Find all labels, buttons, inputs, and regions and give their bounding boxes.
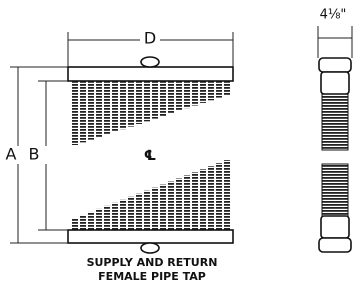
- finned-tube: [72, 81, 78, 145]
- top-header: [68, 67, 233, 81]
- finned-tube: [152, 81, 158, 119]
- finned-tube: [88, 81, 94, 140]
- finned-tube: [208, 81, 214, 100]
- side-header: [321, 216, 349, 238]
- finned-tube: [224, 81, 230, 95]
- finned-tube: [192, 172, 198, 230]
- side-fins: [322, 94, 348, 150]
- finned-tube: [80, 81, 86, 142]
- finned-tube: [200, 169, 206, 230]
- finned-tube: [144, 191, 150, 230]
- finned-tube: [112, 203, 118, 230]
- finned-tube: [168, 181, 174, 230]
- finned-tube: [120, 81, 126, 129]
- finned-tube: [200, 81, 206, 103]
- finned-tube: [184, 175, 190, 230]
- finned-tube: [128, 197, 134, 230]
- finned-tube: [72, 218, 78, 230]
- finned-tube: [88, 212, 94, 230]
- finned-tube: [104, 206, 110, 230]
- finned-tube: [152, 187, 158, 230]
- finned-tube: [192, 81, 198, 106]
- finned-tube: [96, 81, 102, 137]
- finned-tube: [136, 81, 142, 124]
- finned-tube: [80, 215, 86, 230]
- bottom-header: [68, 230, 233, 243]
- page: D A B ℄ 4⅛" SUPPLY AND RETURN FEMALE PIP…: [0, 0, 364, 289]
- finned-tube: [160, 184, 166, 230]
- bottom-tap: [141, 243, 159, 253]
- finned-tube: [216, 81, 222, 98]
- finned-tube: [120, 200, 126, 230]
- side-header: [321, 72, 349, 94]
- finned-tube: [168, 81, 174, 113]
- side-fins: [322, 164, 348, 216]
- top-tap: [141, 57, 159, 67]
- finned-tube: [224, 160, 230, 230]
- caption: FEMALE PIPE TAP: [98, 270, 206, 283]
- dimension-label: D: [144, 29, 156, 48]
- finned-tube: [96, 209, 102, 230]
- drawing: D A B ℄ 4⅛" SUPPLY AND RETURN FEMALE PIP…: [0, 0, 364, 289]
- finned-tube: [112, 81, 118, 132]
- dimension-label: B: [29, 145, 40, 164]
- finned-tube: [136, 194, 142, 230]
- finned-tube: [176, 178, 182, 230]
- finned-tube: [128, 81, 134, 127]
- finned-tube: [104, 81, 110, 134]
- side-cap: [319, 238, 351, 252]
- finned-tube: [216, 163, 222, 230]
- finned-tube: [160, 81, 166, 116]
- finned-tube: [208, 166, 214, 230]
- caption: SUPPLY AND RETURN: [87, 256, 218, 269]
- side-cap: [319, 58, 351, 72]
- finned-tube: [176, 81, 182, 111]
- finned-tube: [184, 81, 190, 108]
- finned-tube: [144, 81, 150, 121]
- dimension-label: A: [6, 145, 17, 164]
- width-label: 4⅛": [320, 8, 347, 23]
- centerline-symbol: ℄: [144, 148, 157, 164]
